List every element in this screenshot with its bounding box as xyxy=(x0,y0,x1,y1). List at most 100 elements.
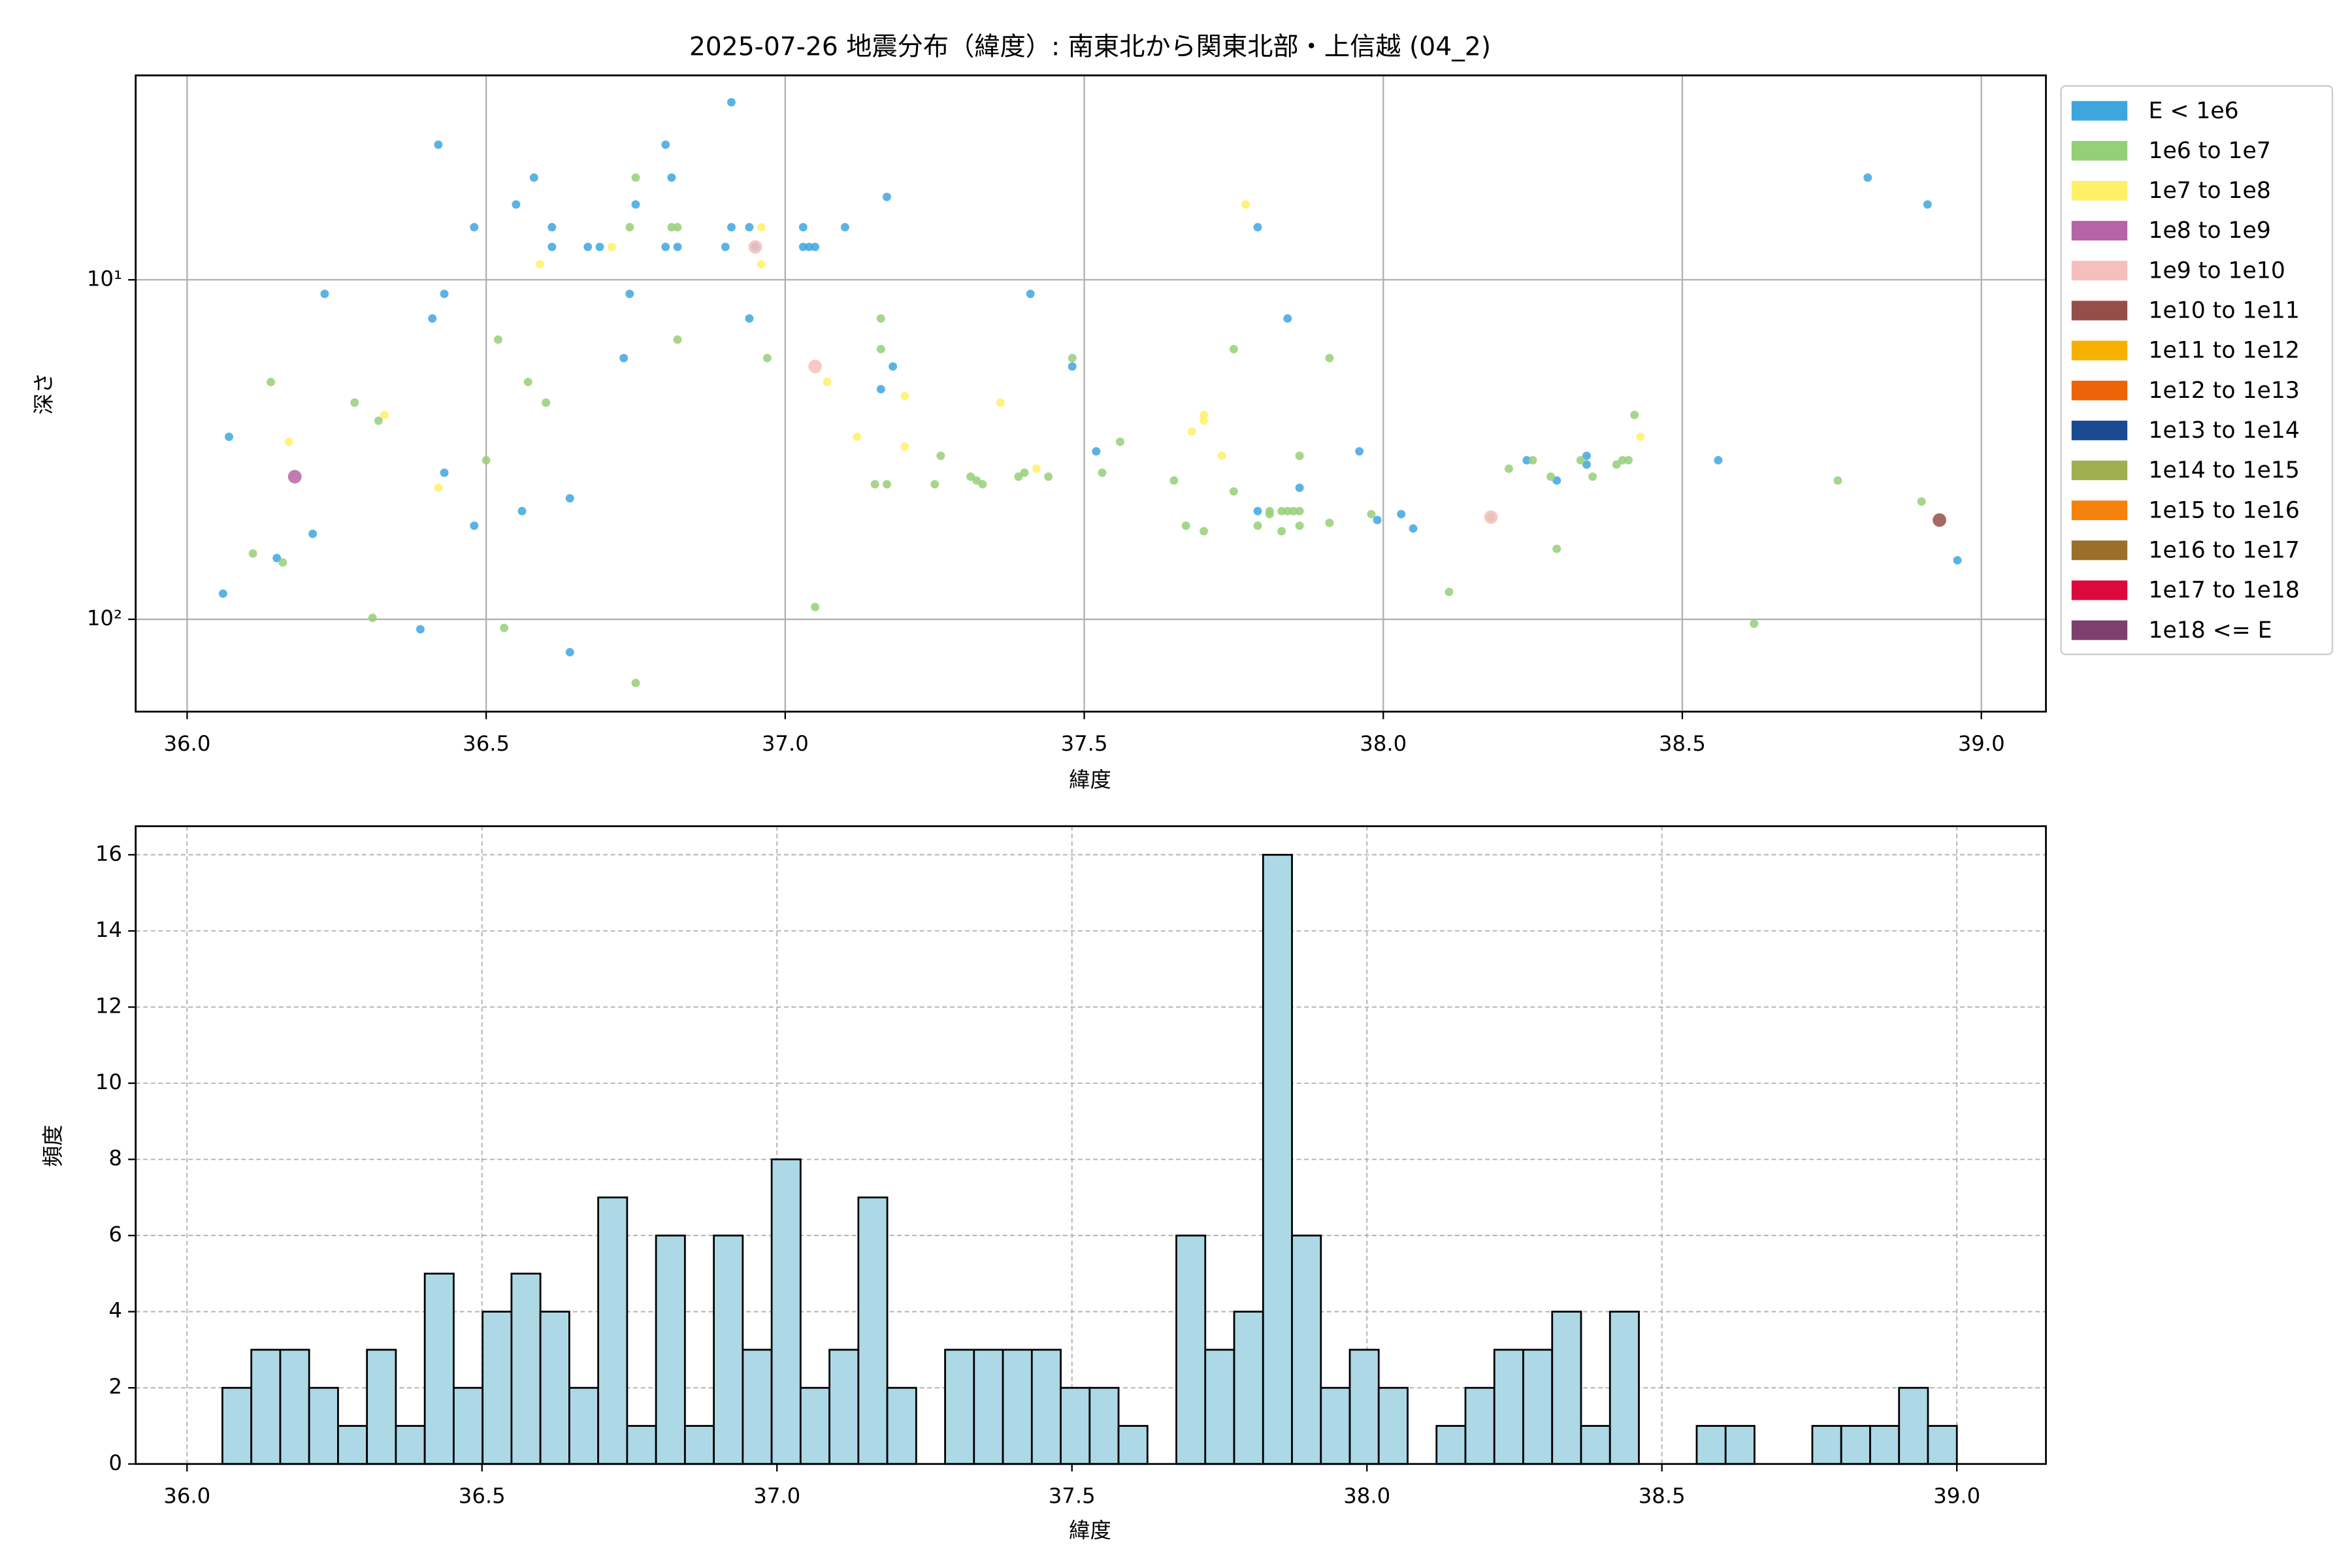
point xyxy=(900,442,909,451)
point xyxy=(1546,472,1556,482)
bar xyxy=(1002,1348,1033,1465)
y-axis-label: 深さ xyxy=(31,372,56,415)
point xyxy=(619,353,629,363)
point xyxy=(762,353,772,363)
bar xyxy=(1695,1425,1727,1465)
legend-label: 1e9 to 1e10 xyxy=(2148,257,2285,284)
bar xyxy=(1117,1425,1149,1465)
legend-swatch xyxy=(2071,180,2128,201)
point xyxy=(482,456,491,465)
bar xyxy=(828,1348,860,1465)
bar xyxy=(1724,1425,1756,1465)
point xyxy=(823,378,832,387)
legend-label: 1e6 to 1e7 xyxy=(2148,138,2270,164)
point xyxy=(900,391,909,400)
point xyxy=(368,613,377,623)
x-axis-label: 緯度 xyxy=(1069,1518,1111,1543)
point xyxy=(440,468,449,478)
point xyxy=(1397,510,1406,519)
point xyxy=(1863,173,1872,182)
bar xyxy=(1840,1425,1871,1465)
point xyxy=(1630,410,1639,419)
point xyxy=(889,362,898,371)
point xyxy=(500,623,509,632)
point xyxy=(493,335,502,344)
point xyxy=(287,470,302,483)
legend-label: 1e13 to 1e14 xyxy=(2148,417,2299,444)
point xyxy=(547,223,557,232)
bar xyxy=(1088,1386,1120,1465)
point xyxy=(565,647,574,657)
point xyxy=(1169,476,1179,485)
point xyxy=(1582,451,1591,461)
point xyxy=(1325,518,1334,527)
point xyxy=(225,433,233,442)
point xyxy=(757,260,766,269)
point xyxy=(1552,476,1561,485)
point xyxy=(745,314,754,323)
legend-swatch xyxy=(2071,540,2128,561)
point xyxy=(757,223,766,232)
point xyxy=(661,140,670,149)
point xyxy=(811,242,820,252)
point xyxy=(1484,510,1498,524)
point xyxy=(272,553,282,563)
point xyxy=(595,242,604,252)
plot-frame xyxy=(135,74,2047,713)
bar xyxy=(1233,1311,1264,1465)
point xyxy=(1367,510,1376,519)
legend-box xyxy=(2060,85,2334,655)
legend-swatch xyxy=(2071,500,2128,521)
y-tick-label: 6 xyxy=(108,1222,122,1247)
point xyxy=(536,260,544,269)
point xyxy=(1200,416,1209,425)
point xyxy=(565,494,574,503)
point xyxy=(1092,447,1101,456)
bar xyxy=(1377,1386,1409,1465)
bar xyxy=(1609,1311,1640,1465)
bar xyxy=(799,1386,830,1465)
point xyxy=(308,529,318,538)
point xyxy=(1582,460,1591,469)
point xyxy=(1917,497,1926,506)
point xyxy=(1241,200,1250,209)
point xyxy=(673,242,682,252)
point xyxy=(1505,464,1513,473)
x-tick-label: 37.0 xyxy=(753,1484,800,1509)
bar xyxy=(1493,1348,1524,1465)
point xyxy=(631,200,640,209)
x-tick-label: 37.5 xyxy=(1061,731,1108,756)
point xyxy=(470,223,479,232)
point xyxy=(1265,506,1274,515)
bar xyxy=(1811,1425,1842,1465)
point xyxy=(798,223,808,232)
point xyxy=(1229,344,1238,353)
x-tick-label: 37.0 xyxy=(762,731,809,756)
point xyxy=(930,480,939,489)
legend-label: 1e16 to 1e17 xyxy=(2148,537,2299,563)
bar xyxy=(482,1311,513,1465)
legend-label: 1e10 to 1e11 xyxy=(2148,298,2299,324)
point xyxy=(1636,433,1645,442)
x-tick-label: 38.0 xyxy=(1343,1484,1390,1509)
point xyxy=(811,602,820,612)
x-tick-label: 36.5 xyxy=(459,1484,506,1509)
point xyxy=(1044,472,1053,482)
point xyxy=(267,378,276,387)
bar xyxy=(1348,1348,1380,1465)
legend-swatch xyxy=(2071,101,2128,121)
point xyxy=(876,344,885,353)
legend-label: 1e7 to 1e8 xyxy=(2148,178,2270,204)
y-tick-label: 0 xyxy=(108,1450,122,1475)
point xyxy=(667,223,676,232)
point xyxy=(218,589,227,598)
point xyxy=(1295,451,1304,461)
point xyxy=(523,378,532,387)
bar xyxy=(626,1425,657,1465)
point xyxy=(978,480,987,489)
bar xyxy=(423,1272,455,1465)
point xyxy=(876,385,885,394)
point xyxy=(745,223,754,232)
point xyxy=(284,437,293,446)
